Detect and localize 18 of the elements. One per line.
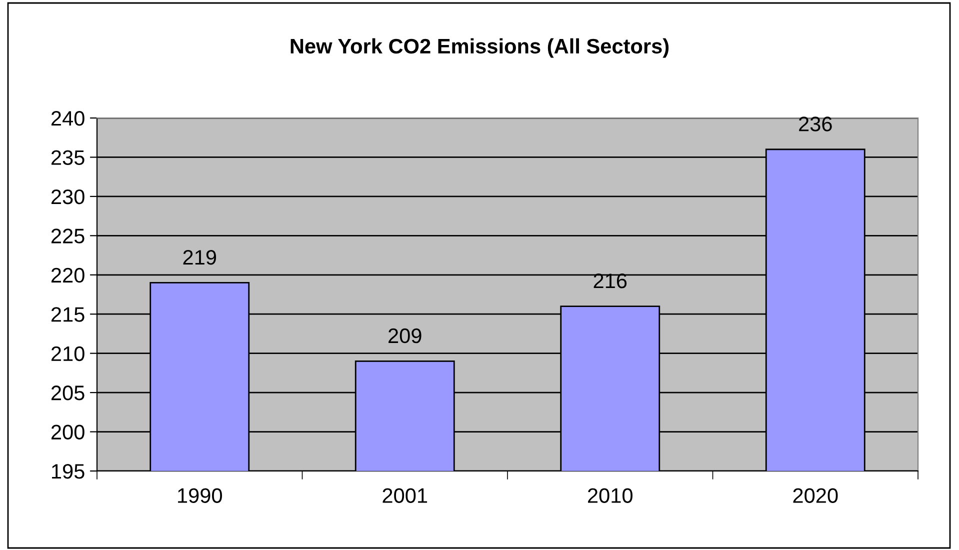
x-tick-label: 2001: [382, 488, 428, 503]
y-tick-label: 215: [51, 307, 84, 322]
data-label: 219: [183, 250, 216, 265]
x-tick-label: 2010: [588, 488, 632, 503]
data-label: 209: [388, 328, 422, 344]
y-tick-label: 235: [51, 150, 84, 165]
y-tick-label: 210: [51, 346, 84, 362]
y-tick-label: 230: [51, 189, 84, 204]
y-tick-label: 200: [51, 424, 84, 440]
y-tick-label: 205: [51, 386, 84, 400]
data-label: 236: [799, 116, 832, 132]
x-tick-label: 1990: [178, 488, 222, 503]
x-tick-label: 2020: [793, 488, 838, 503]
chart-title: New York CO2 Emissions (All Sectors): [290, 38, 669, 58]
y-tick-label: 225: [51, 228, 84, 244]
y-tick-label: 240: [51, 111, 84, 126]
y-tick-label: 220: [51, 268, 84, 283]
y-tick-label: 195: [52, 464, 84, 479]
